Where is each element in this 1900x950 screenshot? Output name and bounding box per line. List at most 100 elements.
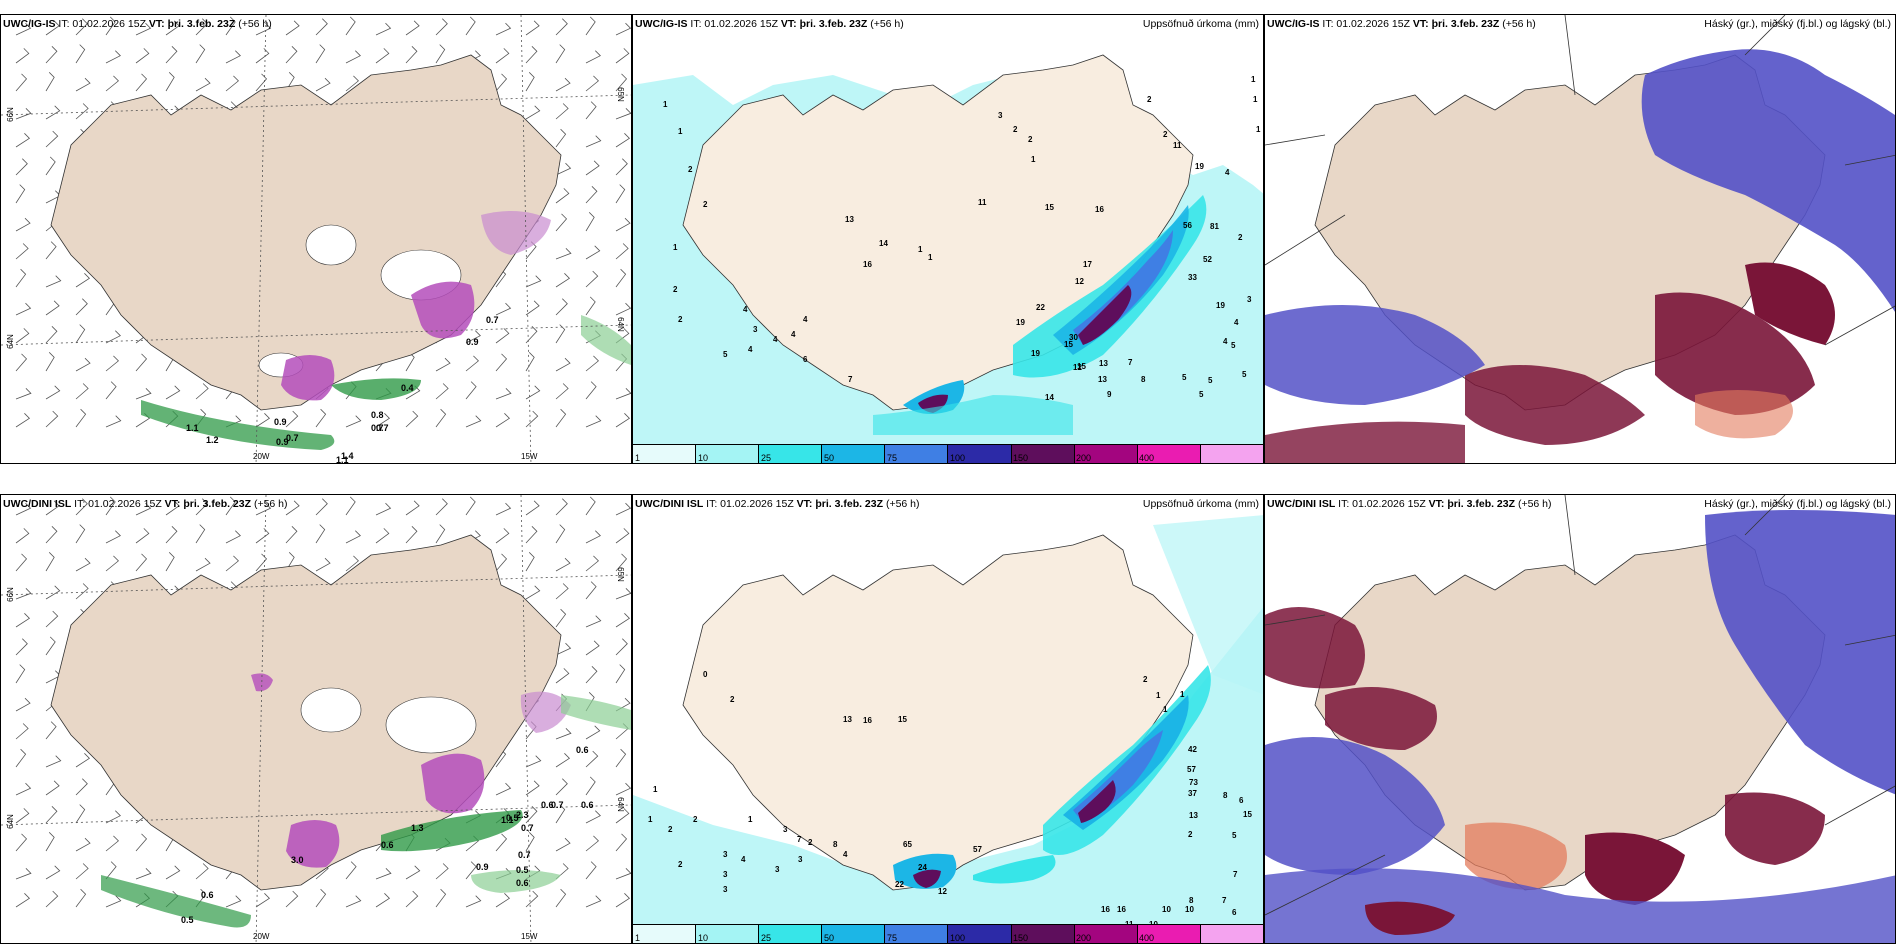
wind-barb bbox=[375, 48, 390, 64]
wind-value-label: 1.3 bbox=[411, 823, 424, 833]
precip-value-label: 5 bbox=[1199, 390, 1204, 399]
precip-value-label: 16 bbox=[863, 716, 872, 725]
wind-barb bbox=[555, 728, 572, 740]
wind-barb bbox=[45, 46, 58, 64]
wind-barb bbox=[405, 410, 419, 428]
wind-barb bbox=[135, 48, 150, 64]
wind-barb bbox=[285, 526, 298, 544]
wind-barb bbox=[75, 103, 89, 120]
wind-barb bbox=[105, 50, 121, 64]
wind-barb bbox=[585, 530, 601, 544]
wind-barb bbox=[225, 895, 242, 908]
wind-barb bbox=[135, 528, 150, 544]
wind-barb bbox=[555, 668, 570, 684]
cloud-title: Háský (gr.), miðský (fj.bl.) og lágský (… bbox=[1704, 18, 1891, 30]
precip-value-label: 8 bbox=[833, 840, 838, 849]
wind-barb bbox=[495, 413, 511, 428]
wind-barb bbox=[585, 16, 596, 36]
wind-barb bbox=[615, 782, 631, 796]
wind-barb bbox=[465, 16, 476, 36]
wind-value-label: 0.7 bbox=[521, 823, 534, 833]
wind-barb bbox=[75, 77, 91, 92]
wind-barb bbox=[615, 73, 628, 92]
precip-value-label: 2 bbox=[678, 315, 683, 324]
wind-barb bbox=[525, 385, 541, 400]
cloud-map-row1 bbox=[1265, 15, 1895, 463]
precip-value-label: 13 bbox=[843, 715, 852, 724]
precip-value-label: 3 bbox=[723, 850, 728, 859]
wind-barb bbox=[375, 868, 392, 880]
precip-value-label: 6 bbox=[1239, 796, 1244, 805]
wind-barb bbox=[15, 388, 32, 400]
wind-barb bbox=[15, 108, 32, 120]
wind-barb bbox=[495, 353, 508, 372]
wind-barb bbox=[555, 188, 570, 204]
wind-barb bbox=[75, 383, 89, 400]
wind-barb bbox=[525, 326, 538, 344]
precip-value-label: 17 bbox=[1083, 260, 1092, 269]
wind-barb bbox=[105, 355, 119, 372]
precip-value-label: 1 bbox=[1180, 690, 1185, 699]
wind-barb bbox=[75, 408, 87, 428]
precip-value-label: 2 bbox=[678, 860, 683, 869]
wind-barb bbox=[585, 581, 597, 600]
wind-barb bbox=[105, 555, 119, 572]
colorbar-segment bbox=[759, 925, 823, 943]
wind-barb bbox=[585, 296, 596, 316]
precip-value-label: 3 bbox=[998, 111, 1003, 120]
wind-barb bbox=[525, 275, 542, 288]
wind-barb bbox=[45, 636, 56, 656]
precip-value-label: 1 bbox=[1253, 95, 1258, 104]
precip-value-label: 2 bbox=[1188, 830, 1193, 839]
wind-barb bbox=[585, 750, 599, 768]
wind-value-label: 0.6 bbox=[581, 800, 594, 810]
precip-value-label: 2 bbox=[673, 285, 678, 294]
colorbar-segment bbox=[696, 445, 760, 463]
wind-barb bbox=[495, 73, 508, 92]
wind-barb bbox=[555, 128, 567, 148]
precip-value-label: 73 bbox=[1189, 778, 1198, 787]
wind-barb bbox=[345, 415, 362, 428]
precip-value-label: 3 bbox=[753, 325, 758, 334]
wind-barb bbox=[45, 755, 62, 768]
wind-barb bbox=[135, 353, 148, 372]
wind-barb bbox=[15, 782, 32, 796]
wind-barb bbox=[615, 833, 628, 852]
wind-barb bbox=[165, 72, 175, 92]
wind-barb bbox=[45, 385, 61, 400]
wind-barb bbox=[555, 642, 572, 656]
wind-barb bbox=[615, 108, 631, 120]
precip-value-label: 7 bbox=[1128, 358, 1133, 367]
precip-value-label: 65 bbox=[903, 840, 912, 849]
wind-value-label: 0.6 bbox=[381, 840, 394, 850]
wind-barb bbox=[165, 385, 181, 400]
wind-barb bbox=[315, 524, 326, 544]
precip-value-label: 8 bbox=[1223, 791, 1228, 800]
precip-value-label: 3 bbox=[798, 855, 803, 864]
wind-barb bbox=[555, 753, 571, 768]
wind-value-label: 0.6 bbox=[541, 800, 554, 810]
wind-value-label: 0.6 bbox=[576, 745, 589, 755]
wind-barb bbox=[315, 18, 328, 36]
wind-barb bbox=[585, 666, 598, 684]
wind-barb bbox=[615, 133, 631, 148]
wind-barb bbox=[375, 22, 392, 36]
wind-barb bbox=[285, 500, 300, 516]
colorbar-segment bbox=[948, 925, 1012, 943]
wind-barb bbox=[45, 20, 60, 36]
lon-label: 15W bbox=[521, 932, 538, 941]
wind-barb bbox=[105, 530, 121, 544]
colorbar-segment bbox=[1200, 925, 1263, 943]
precip-value-label: 3 bbox=[775, 865, 780, 874]
wind-barb bbox=[465, 895, 482, 908]
precip-value-label: 1 bbox=[748, 815, 753, 824]
wind-barb bbox=[435, 498, 448, 516]
wind-barb bbox=[75, 524, 86, 544]
wind-barb bbox=[165, 500, 180, 516]
wind-barb bbox=[15, 613, 31, 628]
precip-value-label: 2 bbox=[808, 838, 813, 847]
precip-value-label: 1 bbox=[663, 100, 668, 109]
precip-value-label: 10 bbox=[1162, 905, 1171, 914]
wind-barb bbox=[75, 837, 91, 852]
colorbar-segment bbox=[633, 445, 697, 463]
